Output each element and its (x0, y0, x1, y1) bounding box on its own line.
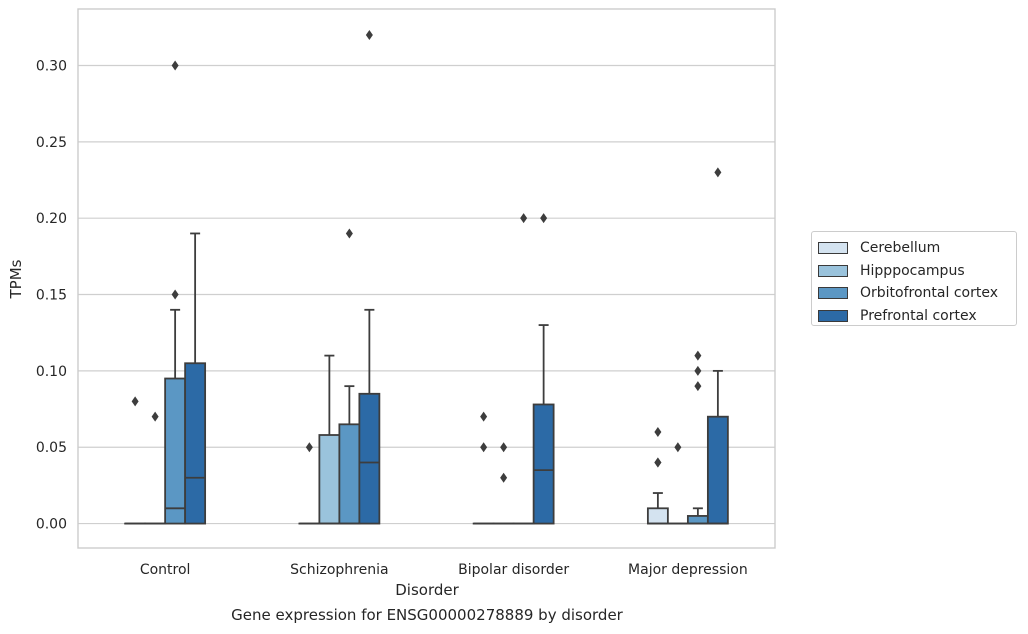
box-orbitofrontal-cortex (686, 350, 709, 525)
x-tick-label: Major depression (628, 562, 748, 578)
iqr-box (532, 403, 555, 525)
outlier-point (500, 442, 508, 453)
outlier-point (151, 411, 159, 422)
y-tick-label: 0.15 (36, 288, 67, 304)
legend: Cerebellum Hipppocampus Orbitofrontal cort… (811, 231, 1017, 326)
legend-swatch (818, 264, 848, 277)
outlier-point (674, 442, 682, 453)
legend-item: Cerebellum (818, 237, 1016, 260)
box-cerebellum (124, 396, 147, 525)
legend-item: Orbitofrontal cortex (818, 282, 1016, 305)
outlier-point (480, 442, 488, 453)
iqr-box (358, 392, 381, 525)
outlier-point (520, 213, 528, 224)
legend-label: Orbitofrontal cortex (860, 285, 998, 302)
x-axis-label: Disorder (395, 581, 459, 599)
box-cerebellum (472, 411, 495, 525)
legend-swatch (818, 242, 848, 255)
legend-label: Cerebellum (860, 240, 941, 257)
iqr-box (164, 377, 187, 525)
x-tick-label: Bipolar disorder (458, 562, 569, 578)
y-tick-label: 0.10 (36, 364, 67, 380)
box-orbitofrontal-cortex (164, 60, 187, 525)
legend-item: Prefrontal cortex (818, 305, 1016, 328)
legend-swatch (818, 287, 848, 300)
outlier-point (365, 29, 373, 40)
box-hipppocampus (666, 442, 689, 525)
outlier-point (500, 472, 508, 483)
y-tick-label: 0.20 (36, 211, 67, 227)
x-tick-label: Control (140, 562, 191, 578)
y-tick-label: 0.00 (36, 517, 67, 533)
plot-border (77, 8, 776, 549)
iqr-box (706, 415, 729, 525)
legend-label: Prefrontal cortex (860, 307, 977, 324)
box-hipppocampus (144, 411, 167, 525)
y-tick-label: 0.05 (36, 440, 67, 456)
outlier-point (654, 426, 662, 437)
outlier-point (694, 381, 702, 392)
y-tick-label: 0.25 (36, 135, 67, 151)
x-tick-label: Schizophrenia (290, 562, 388, 578)
outlier-point (540, 213, 548, 224)
outlier-point (305, 442, 313, 453)
box-prefrontal-cortex (706, 167, 729, 525)
box-hipppocampus (492, 442, 515, 525)
legend-item: Hipppocampus (818, 260, 1016, 283)
y-tick-label: 0.30 (36, 58, 67, 74)
box-prefrontal-cortex (358, 29, 381, 525)
x-tick-labels: Control Schizophrenia Bipolar disorder Majo… (140, 562, 748, 578)
iqr-box (686, 515, 709, 525)
chart-caption: Gene expression for ENSG00000278889 by d… (231, 606, 623, 624)
box-prefrontal-cortex (532, 213, 555, 525)
iqr-box (646, 507, 669, 525)
y-axis-label: TPMs (7, 259, 25, 299)
box-groups (124, 29, 729, 525)
outlier-point (131, 396, 139, 407)
outlier-point (694, 365, 702, 376)
outlier-point (171, 60, 179, 71)
box-prefrontal-cortex (184, 232, 207, 525)
box-cerebellum (298, 442, 321, 525)
y-tick-labels: 0.00 0.05 0.10 0.15 0.20 0.25 0.30 (36, 58, 67, 532)
outlier-point (694, 350, 702, 361)
box-cerebellum (646, 426, 669, 525)
box-orbitofrontal-cortex (338, 228, 361, 525)
iqr-box (318, 434, 341, 525)
legend-swatch (818, 309, 848, 322)
legend-label: Hipppocampus (860, 262, 965, 279)
outlier-point (654, 457, 662, 468)
outlier-point (345, 228, 353, 239)
outlier-point (480, 411, 488, 422)
outlier-point (714, 167, 722, 178)
iqr-box (184, 362, 207, 525)
iqr-box (338, 423, 361, 525)
box-orbitofrontal-cortex (512, 213, 535, 525)
box-hipppocampus (318, 354, 341, 525)
plot-frame (77, 8, 776, 549)
outlier-point (171, 289, 179, 300)
